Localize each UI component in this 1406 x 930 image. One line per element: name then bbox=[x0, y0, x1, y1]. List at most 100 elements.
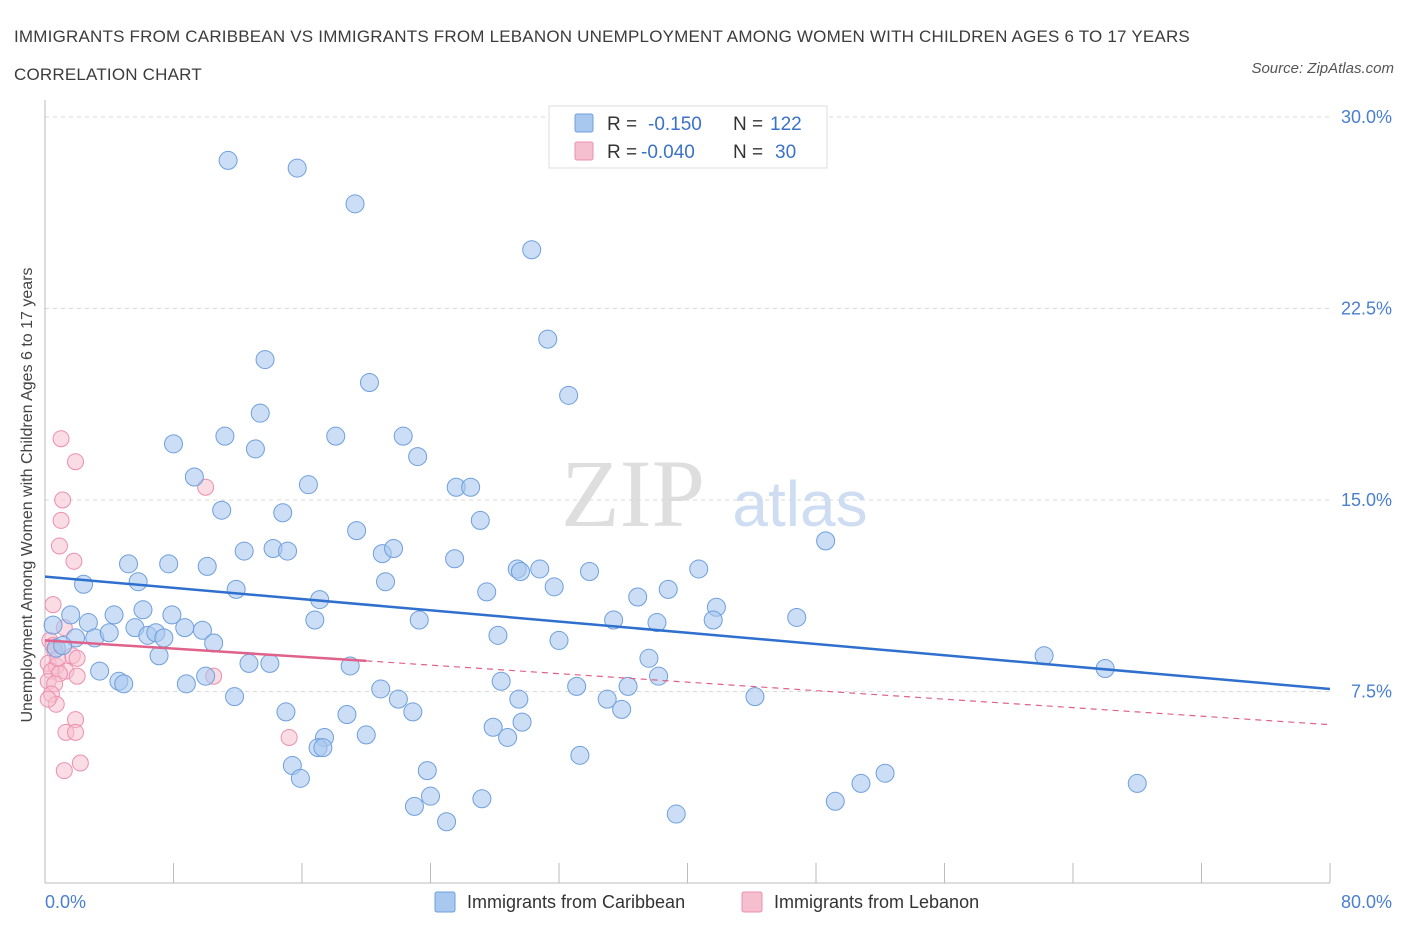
point-caribbean bbox=[491, 671, 511, 691]
point-caribbean bbox=[218, 150, 238, 170]
point-caribbean bbox=[703, 610, 723, 630]
point-caribbean bbox=[128, 572, 148, 592]
point-caribbean bbox=[99, 623, 119, 643]
chart-title: IMMIGRANTS FROM CARIBBEAN VS IMMIGRANTS … bbox=[14, 27, 1190, 84]
point-caribbean bbox=[512, 712, 532, 732]
point-caribbean bbox=[787, 607, 807, 627]
series-lebanon bbox=[39, 430, 298, 780]
point-caribbean bbox=[226, 579, 246, 599]
point-caribbean bbox=[488, 625, 508, 645]
trend-lines bbox=[44, 575, 1331, 726]
point-caribbean bbox=[1127, 773, 1147, 793]
legend-r-label-1: R = bbox=[607, 114, 637, 135]
point-caribbean bbox=[371, 679, 391, 699]
point-caribbean bbox=[196, 666, 216, 686]
point-lebanon bbox=[44, 596, 62, 614]
point-caribbean bbox=[1034, 646, 1054, 666]
point-caribbean bbox=[245, 439, 265, 459]
legend-r-value-1: -0.150 bbox=[648, 114, 702, 135]
point-caribbean bbox=[215, 426, 235, 446]
point-caribbean bbox=[472, 789, 492, 809]
point-caribbean bbox=[260, 653, 280, 673]
legend-n-value-2: 30 bbox=[775, 142, 796, 163]
point-caribbean bbox=[184, 467, 204, 487]
point-caribbean bbox=[250, 403, 270, 423]
series-caribbean bbox=[43, 150, 1147, 832]
trend-line-caribbean bbox=[44, 575, 1331, 691]
point-lebanon bbox=[68, 667, 86, 685]
point-caribbean bbox=[114, 674, 134, 694]
point-caribbean bbox=[74, 574, 94, 594]
point-caribbean bbox=[639, 648, 659, 668]
point-lebanon bbox=[280, 728, 298, 746]
point-caribbean bbox=[162, 605, 182, 625]
y-tick-labels: 7.5% 15.0% 22.5% 30.0% bbox=[1341, 107, 1392, 702]
x-tick-labels: 0.0% 80.0% bbox=[45, 892, 1392, 912]
point-caribbean bbox=[570, 745, 590, 765]
source-label: Source: ZipAtlas.com bbox=[1251, 60, 1394, 77]
point-caribbean bbox=[340, 656, 360, 676]
y-tick-label: 30.0% bbox=[1341, 107, 1392, 127]
point-caribbean bbox=[164, 434, 183, 454]
point-lebanon bbox=[67, 453, 85, 471]
legend-top: R = -0.150 N = 122 R = -0.040 N = 30 bbox=[548, 105, 828, 169]
y-tick-label: 7.5% bbox=[1351, 682, 1392, 702]
point-caribbean bbox=[159, 554, 179, 574]
point-caribbean bbox=[404, 796, 424, 816]
legend-bottom-swatch-lebanon bbox=[741, 891, 763, 913]
x-tick-label: 0.0% bbox=[45, 892, 86, 912]
point-caribbean bbox=[649, 666, 669, 686]
point-caribbean bbox=[313, 738, 333, 758]
legend-bottom: Immigrants from Caribbean Immigrants fro… bbox=[434, 891, 979, 913]
point-caribbean bbox=[628, 587, 648, 607]
point-caribbean bbox=[388, 689, 408, 709]
point-caribbean bbox=[408, 447, 428, 467]
point-caribbean bbox=[421, 786, 440, 806]
point-caribbean bbox=[689, 559, 709, 579]
legend-n-label-1: N = bbox=[733, 114, 763, 135]
legend-swatch-lebanon bbox=[574, 141, 594, 161]
point-caribbean bbox=[522, 240, 542, 260]
point-caribbean bbox=[544, 577, 564, 597]
point-lebanon bbox=[52, 511, 70, 529]
y-tick-label: 22.5% bbox=[1341, 299, 1392, 319]
point-caribbean bbox=[612, 699, 632, 719]
point-lebanon bbox=[50, 537, 68, 555]
point-caribbean bbox=[234, 541, 254, 561]
point-caribbean bbox=[470, 510, 490, 530]
point-caribbean bbox=[403, 702, 423, 722]
point-caribbean bbox=[618, 676, 638, 696]
point-caribbean bbox=[549, 630, 569, 650]
point-caribbean bbox=[154, 628, 174, 648]
point-caribbean bbox=[119, 554, 139, 574]
point-caribbean bbox=[417, 761, 437, 781]
point-caribbean bbox=[604, 610, 624, 630]
point-caribbean bbox=[176, 674, 196, 694]
point-caribbean bbox=[658, 579, 678, 599]
point-caribbean bbox=[597, 689, 617, 709]
legend-bottom-label-caribbean: Immigrants from Caribbean bbox=[467, 892, 685, 912]
point-caribbean bbox=[559, 385, 579, 405]
y-tick-label: 15.0% bbox=[1341, 490, 1392, 510]
point-caribbean bbox=[192, 620, 212, 640]
point-caribbean bbox=[875, 763, 895, 783]
point-lebanon bbox=[55, 762, 73, 780]
point-caribbean bbox=[376, 572, 396, 592]
point-caribbean bbox=[61, 605, 81, 625]
point-caribbean bbox=[305, 610, 325, 630]
watermark-zip: ZIP bbox=[561, 440, 705, 547]
point-lebanon bbox=[67, 723, 85, 741]
axes bbox=[44, 100, 1331, 884]
point-caribbean bbox=[647, 613, 667, 633]
point-lebanon bbox=[68, 649, 86, 667]
point-caribbean bbox=[477, 582, 497, 602]
trend-line-lebanon-extended bbox=[366, 660, 1331, 726]
point-lebanon bbox=[197, 478, 215, 496]
point-caribbean bbox=[538, 329, 558, 349]
point-caribbean bbox=[445, 549, 465, 569]
point-lebanon bbox=[71, 754, 89, 772]
grid-lines bbox=[45, 116, 1330, 692]
point-caribbean bbox=[225, 687, 245, 707]
point-caribbean bbox=[337, 704, 357, 724]
